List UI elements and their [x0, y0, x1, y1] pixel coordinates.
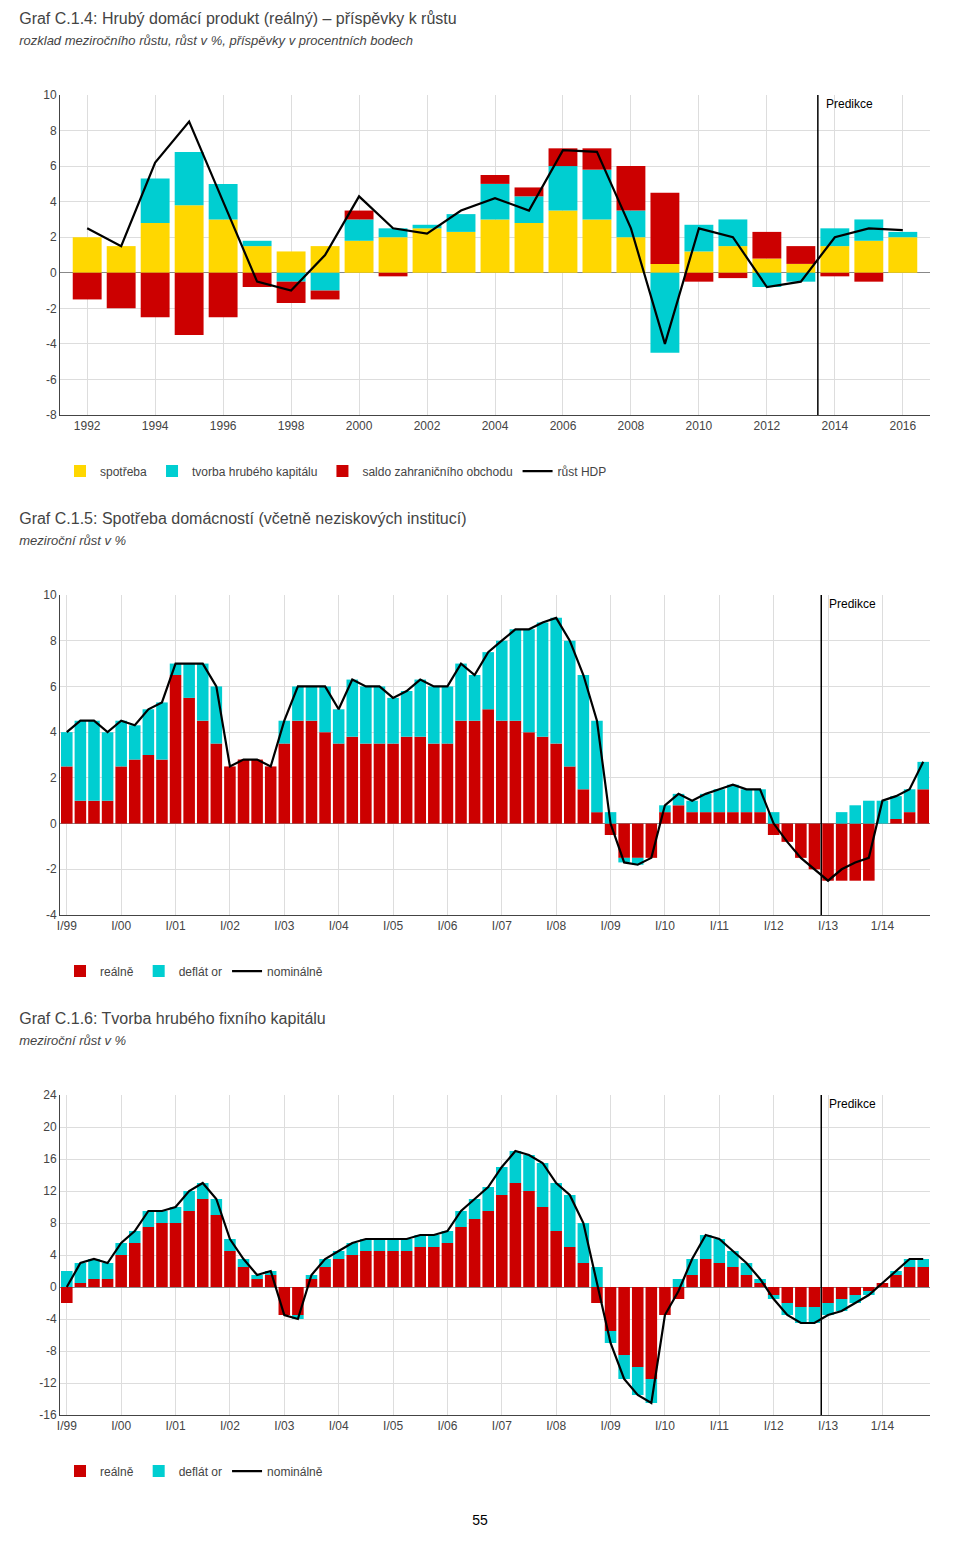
svg-text:I/07: I/07 — [492, 919, 512, 933]
svg-text:Predikce: Predikce — [826, 97, 873, 111]
svg-text:1998: 1998 — [278, 419, 305, 433]
svg-text:I/03: I/03 — [274, 1419, 294, 1433]
svg-text:I/12: I/12 — [764, 919, 784, 933]
svg-text:-4: -4 — [46, 337, 57, 351]
svg-text:I/01: I/01 — [166, 919, 186, 933]
svg-text:I/06: I/06 — [437, 919, 457, 933]
svg-text:I/08: I/08 — [546, 1419, 566, 1433]
svg-text:I/05: I/05 — [383, 919, 403, 933]
svg-text:I/09: I/09 — [601, 1419, 621, 1433]
svg-text:nominálně: nominálně — [267, 1465, 323, 1479]
svg-text:I/13: I/13 — [818, 919, 838, 933]
svg-text:deflát or: deflát or — [179, 965, 222, 979]
svg-text:spotřeba: spotřeba — [100, 465, 147, 479]
svg-text:Graf C.1.6: Tvorba hrubého fix: Graf C.1.6: Tvorba hrubého fixního kapit… — [19, 1010, 326, 1048]
svg-text:I/07: I/07 — [492, 1419, 512, 1433]
svg-text:2010: 2010 — [686, 419, 713, 433]
svg-text:I/99: I/99 — [57, 1419, 77, 1433]
svg-text:deflát or: deflát or — [179, 1465, 222, 1479]
svg-text:I/13: I/13 — [818, 1419, 838, 1433]
svg-text:Graf C.1.4: Hrubý domácí produ: Graf C.1.4: Hrubý domácí produkt (reálný… — [19, 10, 457, 48]
svg-text:nominálně: nominálně — [267, 965, 323, 979]
svg-text:6: 6 — [50, 680, 57, 694]
svg-text:24: 24 — [43, 1088, 57, 1102]
svg-text:I/03: I/03 — [274, 919, 294, 933]
svg-text:1992: 1992 — [74, 419, 101, 433]
svg-text:2012: 2012 — [754, 419, 781, 433]
svg-text:2006: 2006 — [550, 419, 577, 433]
svg-text:I/02: I/02 — [220, 1419, 240, 1433]
svg-text:-16: -16 — [39, 1408, 57, 1422]
svg-text:8: 8 — [50, 124, 57, 138]
svg-text:8: 8 — [50, 634, 57, 648]
svg-text:I/12: I/12 — [764, 1419, 784, 1433]
svg-text:Predikce: Predikce — [829, 597, 876, 611]
svg-text:I/01: I/01 — [166, 1419, 186, 1433]
svg-text:16: 16 — [43, 1152, 57, 1166]
svg-text:I/08: I/08 — [546, 919, 566, 933]
svg-text:saldo zahraničního obchodu: saldo zahraničního obchodu — [362, 465, 512, 479]
svg-text:-2: -2 — [46, 862, 57, 876]
svg-text:1996: 1996 — [210, 419, 237, 433]
svg-text:10: 10 — [43, 88, 57, 102]
svg-text:0: 0 — [50, 817, 57, 831]
svg-text:0: 0 — [50, 266, 57, 280]
svg-text:1/14: 1/14 — [871, 919, 895, 933]
svg-text:4: 4 — [50, 195, 57, 209]
svg-text:I/09: I/09 — [601, 919, 621, 933]
svg-text:4: 4 — [50, 1248, 57, 1262]
svg-text:-4: -4 — [46, 908, 57, 922]
svg-text:2002: 2002 — [414, 419, 441, 433]
svg-text:2: 2 — [50, 771, 57, 785]
html-text:55: 55 — [472, 1512, 488, 1528]
svg-text:0: 0 — [50, 1280, 57, 1294]
svg-text:I/04: I/04 — [329, 919, 349, 933]
svg-text:tvorba hrubého kapitálu: tvorba hrubého kapitálu — [192, 465, 317, 479]
svg-text:12: 12 — [43, 1184, 57, 1198]
svg-text:20: 20 — [43, 1120, 57, 1134]
svg-text:8: 8 — [50, 1216, 57, 1230]
svg-text:I/99: I/99 — [57, 919, 77, 933]
svg-text:I/05: I/05 — [383, 1419, 403, 1433]
svg-text:Graf C.1.5: Spotřeba domácnost: Graf C.1.5: Spotřeba domácností (včetně … — [19, 510, 466, 548]
svg-text:-12: -12 — [39, 1376, 57, 1390]
svg-text:2014: 2014 — [821, 419, 848, 433]
svg-text:-6: -6 — [46, 373, 57, 387]
svg-text:I/11: I/11 — [710, 1419, 729, 1433]
svg-text:I/00: I/00 — [111, 1419, 131, 1433]
svg-text:2008: 2008 — [618, 419, 645, 433]
svg-text:2004: 2004 — [482, 419, 509, 433]
svg-text:I/02: I/02 — [220, 919, 240, 933]
svg-text:1994: 1994 — [142, 419, 169, 433]
svg-text:2: 2 — [50, 230, 57, 244]
svg-text:reálně: reálně — [100, 1465, 134, 1479]
svg-text:10: 10 — [43, 588, 57, 602]
svg-text:-8: -8 — [46, 1344, 57, 1358]
svg-text:růst HDP: růst HDP — [558, 465, 607, 479]
svg-text:Predikce: Predikce — [829, 1097, 876, 1111]
svg-text:I/11: I/11 — [710, 919, 729, 933]
svg-text:-2: -2 — [46, 302, 57, 316]
svg-text:2016: 2016 — [889, 419, 916, 433]
svg-text:I/00: I/00 — [111, 919, 131, 933]
svg-text:6: 6 — [50, 159, 57, 173]
svg-text:-8: -8 — [46, 408, 57, 422]
svg-text:4: 4 — [50, 725, 57, 739]
svg-text:I/10: I/10 — [655, 1419, 675, 1433]
svg-text:I/04: I/04 — [329, 1419, 349, 1433]
svg-text:I/06: I/06 — [437, 1419, 457, 1433]
svg-text:reálně: reálně — [100, 965, 134, 979]
svg-text:2000: 2000 — [346, 419, 373, 433]
svg-text:-4: -4 — [46, 1312, 57, 1326]
svg-text:I/10: I/10 — [655, 919, 675, 933]
svg-text:1/14: 1/14 — [871, 1419, 895, 1433]
